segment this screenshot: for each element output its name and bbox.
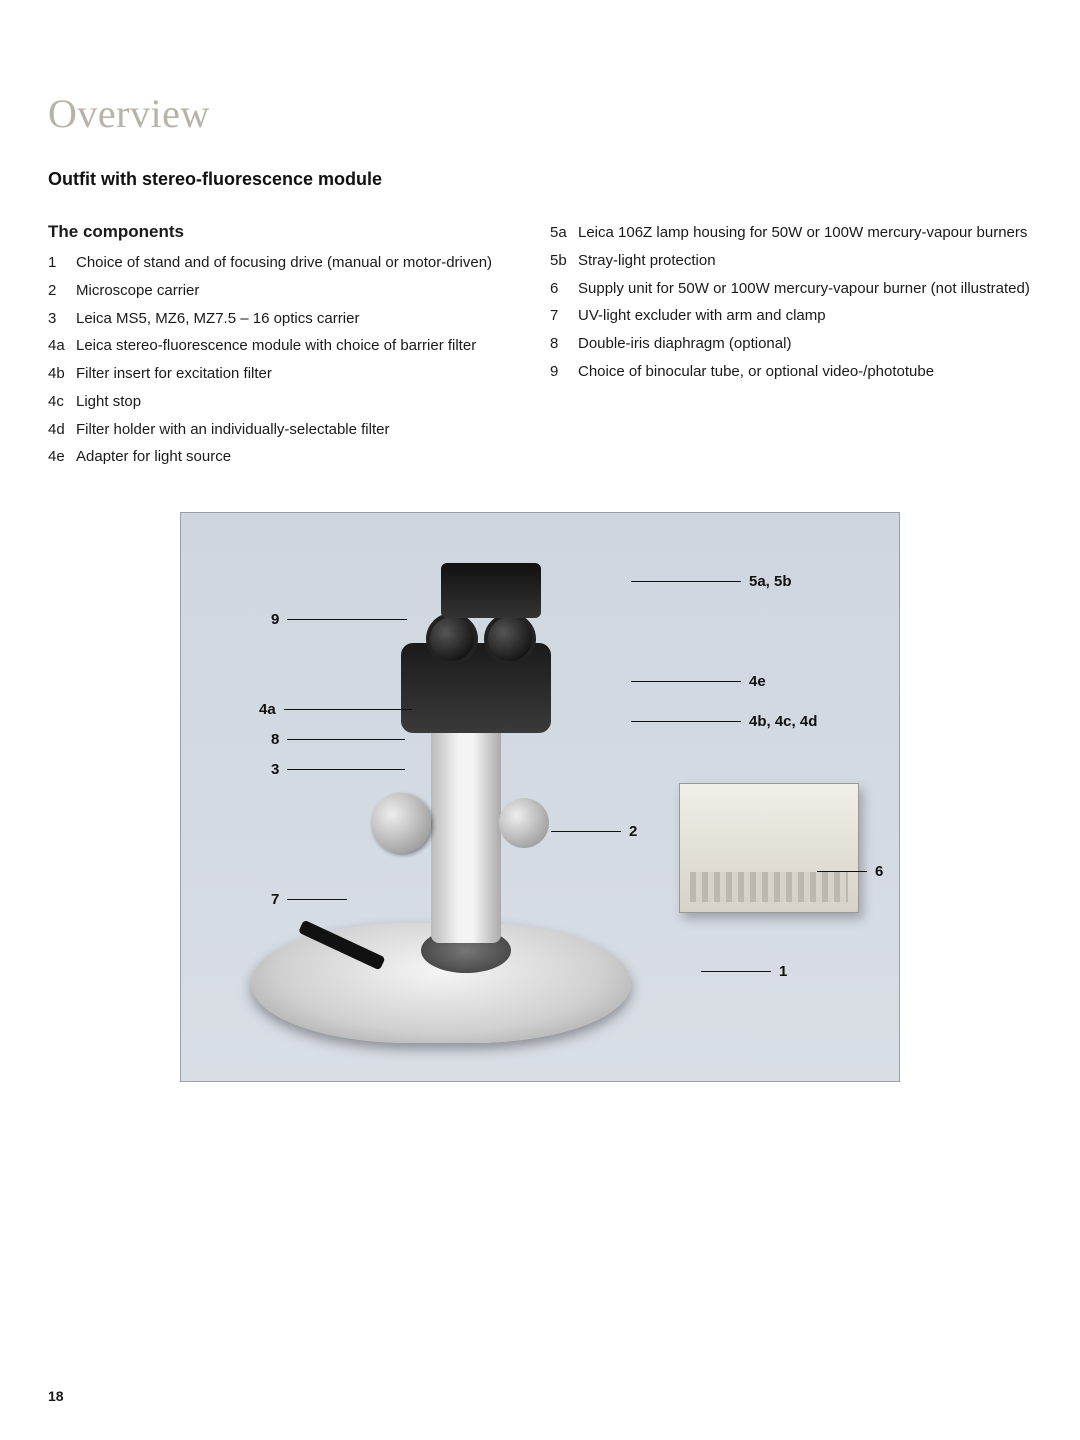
component-number: 1: [48, 252, 76, 274]
component-text: Light stop: [76, 391, 530, 413]
figure-callout: 9: [271, 611, 407, 628]
component-number: 2: [48, 280, 76, 302]
figure-callout: 4a: [259, 701, 412, 718]
callout-label: 7: [271, 891, 279, 908]
scope-focus-knob-right: [499, 798, 549, 848]
component-number: 7: [550, 305, 578, 327]
figure-callout: 4b, 4c, 4d: [631, 713, 817, 730]
component-text: Choice of binocular tube, or optional vi…: [578, 361, 1032, 383]
callout-line: [287, 769, 405, 771]
component-item: 7UV-light excluder with arm and clamp: [550, 305, 1032, 327]
figure-callout: 8: [271, 731, 405, 748]
component-text: Double-iris diaphragm (optional): [578, 333, 1032, 355]
power-supply-unit: [679, 783, 859, 913]
component-text: Leica MS5, MZ6, MZ7.5 – 16 optics carrie…: [76, 308, 530, 330]
microscope-figure: 9 4a 8 3 7 5a, 5b 4e 4b, 4c, 4d 2 6 1: [180, 512, 900, 1082]
component-number: 4c: [48, 391, 76, 413]
figure-callout: 6: [817, 863, 883, 880]
scope-lamp-housing: [441, 563, 541, 618]
scope-eyepieces: [426, 613, 536, 653]
callout-label: 4a: [259, 701, 276, 718]
components-col-right: 5aLeica 106Z lamp housing for 50W or 100…: [550, 222, 1032, 474]
section-title: Outfit with stereo-fluorescence module: [48, 169, 1032, 190]
figure-callout: 5a, 5b: [631, 573, 792, 590]
component-number: 6: [550, 278, 578, 300]
component-text: Leica stereo-fluorescence module with ch…: [76, 335, 530, 357]
callout-line: [631, 681, 741, 683]
callout-label: 4b, 4c, 4d: [749, 713, 817, 730]
callout-line: [287, 739, 405, 741]
callout-label: 6: [875, 863, 883, 880]
component-item: 2Microscope carrier: [48, 280, 530, 302]
component-text: Leica 106Z lamp housing for 50W or 100W …: [578, 222, 1032, 244]
component-text: Stray-light protection: [578, 250, 1032, 272]
component-text: Choice of stand and of focusing drive (m…: [76, 252, 530, 274]
component-number: 4d: [48, 419, 76, 441]
callout-label: 9: [271, 611, 279, 628]
component-text: Filter holder with an individually-selec…: [76, 419, 530, 441]
component-item: 4bFilter insert for excitation filter: [48, 363, 530, 385]
component-item: 4aLeica stereo-fluorescence module with …: [48, 335, 530, 357]
callout-line: [817, 871, 867, 873]
component-item: 9Choice of binocular tube, or optional v…: [550, 361, 1032, 383]
callout-line: [287, 899, 347, 901]
components-subheading: The components: [48, 222, 530, 242]
components-list-right: 5aLeica 106Z lamp housing for 50W or 100…: [550, 222, 1032, 383]
component-item: 8Double-iris diaphragm (optional): [550, 333, 1032, 355]
component-item: 4cLight stop: [48, 391, 530, 413]
figure-callout: 2: [551, 823, 637, 840]
callout-line: [551, 831, 621, 833]
callout-label: 3: [271, 761, 279, 778]
component-number: 8: [550, 333, 578, 355]
figure-callout: 7: [271, 891, 347, 908]
figure-wrap: 9 4a 8 3 7 5a, 5b 4e 4b, 4c, 4d 2 6 1: [48, 512, 1032, 1082]
page-title: Overview: [48, 90, 1032, 137]
component-text: Supply unit for 50W or 100W mercury-vapo…: [578, 278, 1032, 300]
callout-line: [631, 581, 741, 583]
component-number: 9: [550, 361, 578, 383]
figure-callout: 3: [271, 761, 405, 778]
callout-line: [631, 721, 741, 723]
component-number: 4b: [48, 363, 76, 385]
component-number: 5b: [550, 250, 578, 272]
component-item: 3Leica MS5, MZ6, MZ7.5 – 16 optics carri…: [48, 308, 530, 330]
callout-label: 5a, 5b: [749, 573, 792, 590]
callout-label: 1: [779, 963, 787, 980]
component-number: 4a: [48, 335, 76, 357]
callout-label: 2: [629, 823, 637, 840]
component-item: 4dFilter holder with an individually-sel…: [48, 419, 530, 441]
callout-line: [284, 709, 412, 711]
component-item: 1Choice of stand and of focusing drive (…: [48, 252, 530, 274]
figure-callout: 4e: [631, 673, 766, 690]
components-col-left: The components 1Choice of stand and of f…: [48, 222, 530, 474]
component-text: UV-light excluder with arm and clamp: [578, 305, 1032, 327]
component-item: 5bStray-light protection: [550, 250, 1032, 272]
component-number: 3: [48, 308, 76, 330]
component-text: Filter insert for excitation filter: [76, 363, 530, 385]
component-item: 4eAdapter for light source: [48, 446, 530, 468]
callout-label: 8: [271, 731, 279, 748]
microscope-schematic: [241, 553, 681, 1053]
components-columns: The components 1Choice of stand and of f…: [48, 222, 1032, 474]
component-number: 5a: [550, 222, 578, 244]
callout-line: [287, 619, 407, 621]
page-number: 18: [48, 1388, 64, 1404]
component-number: 4e: [48, 446, 76, 468]
component-item: 5aLeica 106Z lamp housing for 50W or 100…: [550, 222, 1032, 244]
callout-label: 4e: [749, 673, 766, 690]
component-text: Microscope carrier: [76, 280, 530, 302]
callout-line: [701, 971, 771, 973]
scope-focus-knob-left: [371, 793, 431, 853]
figure-callout: 1: [701, 963, 787, 980]
component-item: 6Supply unit for 50W or 100W mercury-vap…: [550, 278, 1032, 300]
component-text: Adapter for light source: [76, 446, 530, 468]
components-list-left: 1Choice of stand and of focusing drive (…: [48, 252, 530, 468]
